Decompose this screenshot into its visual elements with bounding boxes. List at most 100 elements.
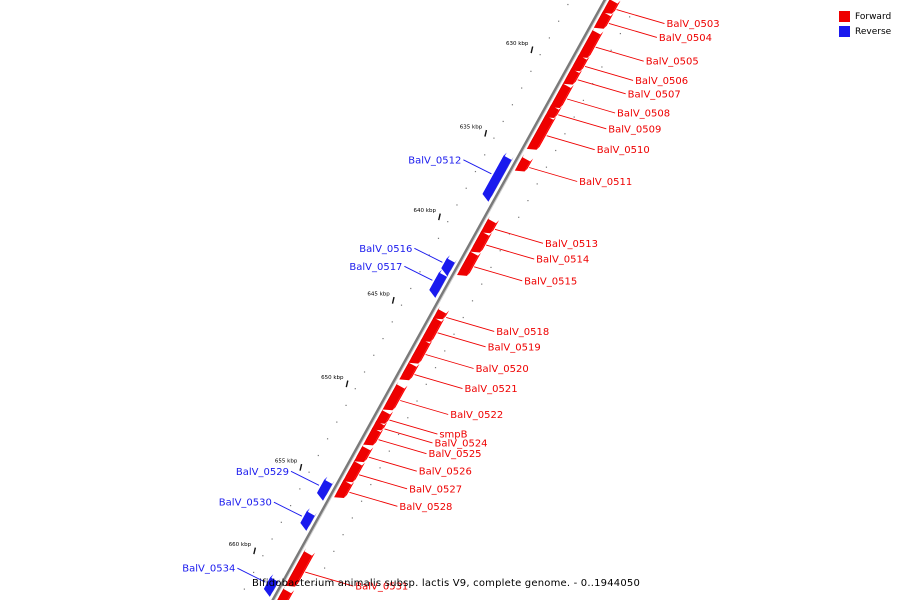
genome-caption: Bifidobacterium animalis subsp. lactis V… bbox=[252, 578, 641, 589]
gene-feature[interactable] bbox=[382, 381, 408, 411]
gene-feature[interactable] bbox=[433, 306, 450, 320]
gene-feature[interactable] bbox=[577, 27, 604, 58]
gene-feature[interactable] bbox=[593, 8, 614, 29]
gene-leader-line bbox=[414, 247, 443, 263]
gene-label[interactable]: BalV_0508 bbox=[617, 108, 670, 119]
minor-tick-dot bbox=[388, 450, 390, 452]
gene-feature[interactable] bbox=[549, 80, 574, 108]
minor-tick-dot bbox=[289, 505, 292, 507]
gene-feature[interactable] bbox=[480, 215, 499, 234]
gene-feature[interactable] bbox=[602, 0, 621, 14]
gene-leader-line bbox=[595, 46, 644, 62]
gene-label[interactable]: BalV_0517 bbox=[349, 262, 402, 273]
gene-feature[interactable] bbox=[354, 443, 374, 463]
minor-tick-dot bbox=[400, 304, 403, 306]
gene-leader-line bbox=[474, 266, 523, 282]
major-tick bbox=[438, 213, 441, 221]
gene-feature[interactable] bbox=[300, 508, 317, 531]
gene-feature[interactable] bbox=[285, 548, 315, 587]
minor-tick-dot bbox=[333, 550, 335, 552]
gene-label[interactable]: BalV_0520 bbox=[476, 364, 529, 375]
minor-tick-dot bbox=[308, 471, 310, 473]
major-tick bbox=[299, 463, 303, 471]
minor-tick-dot bbox=[437, 237, 440, 239]
gene-feature[interactable] bbox=[526, 112, 557, 150]
gene-feature[interactable] bbox=[375, 407, 394, 424]
minor-tick-dot bbox=[462, 316, 464, 319]
legend-forward-label: Forward bbox=[855, 11, 892, 22]
gene-feature[interactable] bbox=[399, 359, 420, 381]
gene-feature[interactable] bbox=[420, 314, 445, 342]
minor-tick-dot bbox=[243, 588, 245, 590]
gene-label[interactable]: BalV_0521 bbox=[465, 384, 518, 395]
gene-feature[interactable] bbox=[371, 418, 388, 431]
gene-feature[interactable] bbox=[482, 152, 514, 202]
gene-label[interactable]: BalV_0509 bbox=[608, 124, 661, 135]
gene-label[interactable]: BalV_0534 bbox=[182, 564, 235, 575]
gene-leader-line bbox=[400, 400, 449, 415]
tick-label: 645 kbp bbox=[367, 291, 390, 297]
minor-tick-dot bbox=[582, 99, 585, 101]
gene-leader-line bbox=[384, 428, 433, 444]
major-tick bbox=[253, 547, 257, 555]
minor-tick-dot bbox=[370, 483, 372, 486]
gene-label[interactable]: BalV_0530 bbox=[219, 498, 272, 509]
gene-feature[interactable] bbox=[562, 65, 583, 85]
gene-label[interactable]: BalV_0514 bbox=[536, 255, 589, 266]
major-tick bbox=[345, 380, 349, 388]
minor-tick-dot bbox=[345, 404, 347, 406]
gene-leader-line bbox=[305, 571, 354, 587]
gene-label[interactable]: BalV_0519 bbox=[488, 342, 541, 353]
gene-feature[interactable] bbox=[342, 458, 365, 483]
gene-label[interactable]: BalV_0504 bbox=[659, 33, 712, 44]
gene-label[interactable]: BalV_0515 bbox=[524, 276, 577, 287]
gene-label[interactable]: BalV_0513 bbox=[545, 239, 598, 250]
minor-tick-dot bbox=[351, 517, 353, 519]
gene-feature[interactable] bbox=[470, 228, 492, 253]
gene-label[interactable]: smpB bbox=[439, 430, 467, 441]
gene-feature[interactable] bbox=[544, 102, 562, 118]
reverse-swatch bbox=[839, 26, 850, 37]
tick-label: 650 kbp bbox=[321, 375, 344, 381]
minor-tick-dot bbox=[619, 32, 621, 35]
gene-label[interactable]: BalV_0525 bbox=[428, 449, 481, 460]
minor-tick-dot bbox=[382, 337, 384, 340]
gene-label[interactable]: BalV_0507 bbox=[628, 89, 681, 100]
tick-label: 655 kbp bbox=[275, 458, 298, 464]
gene-label[interactable]: BalV_0510 bbox=[597, 145, 650, 156]
gene-label[interactable]: BalV_0526 bbox=[419, 467, 472, 478]
gene-label[interactable]: BalV_0524 bbox=[434, 438, 487, 449]
gene-feature[interactable] bbox=[363, 424, 384, 446]
gene-label[interactable]: BalV_0527 bbox=[409, 484, 462, 495]
gene-feature[interactable] bbox=[276, 585, 295, 600]
gene-feature[interactable] bbox=[514, 154, 534, 172]
legend: Forward Reverse bbox=[839, 9, 891, 39]
gene-feature[interactable] bbox=[429, 269, 449, 298]
gene-feature[interactable] bbox=[408, 336, 433, 364]
minor-tick-dot bbox=[481, 283, 483, 285]
gene-label[interactable]: BalV_0518 bbox=[496, 327, 549, 338]
gene-label[interactable]: BalV_0522 bbox=[450, 410, 503, 421]
gene-label[interactable]: BalV_0529 bbox=[236, 467, 289, 478]
gene-label[interactable]: BalV_0506 bbox=[635, 76, 688, 87]
minor-tick-dot bbox=[518, 216, 520, 218]
gene-label[interactable]: BalV_0511 bbox=[579, 177, 632, 188]
gene-label[interactable]: BalV_0528 bbox=[399, 502, 452, 513]
minor-tick-dot bbox=[253, 571, 255, 574]
minor-tick-dot bbox=[363, 371, 366, 373]
gene-feature[interactable] bbox=[263, 574, 281, 597]
gene-label[interactable]: BalV_0503 bbox=[667, 19, 720, 30]
gene-label[interactable]: BalV_0512 bbox=[408, 155, 461, 166]
gene-label[interactable]: BalV_0505 bbox=[646, 57, 699, 68]
gene-label[interactable]: BalV_0516 bbox=[359, 244, 412, 255]
gene-feature[interactable] bbox=[317, 476, 335, 501]
gene-label[interactable]: BalV_0531 bbox=[355, 582, 408, 593]
gene-feature[interactable] bbox=[334, 477, 355, 498]
gene-feature[interactable] bbox=[570, 52, 590, 72]
gene-feature[interactable] bbox=[441, 255, 457, 277]
gene-feature[interactable] bbox=[457, 248, 481, 276]
minor-tick-dot bbox=[262, 555, 264, 557]
gene-leader-line bbox=[290, 470, 320, 486]
scale-ticks: 630 kbp 635 kbp 640 kbp 645 kbp 650 kbp 655 k… bbox=[229, 41, 534, 555]
minor-tick-dot bbox=[530, 70, 532, 72]
